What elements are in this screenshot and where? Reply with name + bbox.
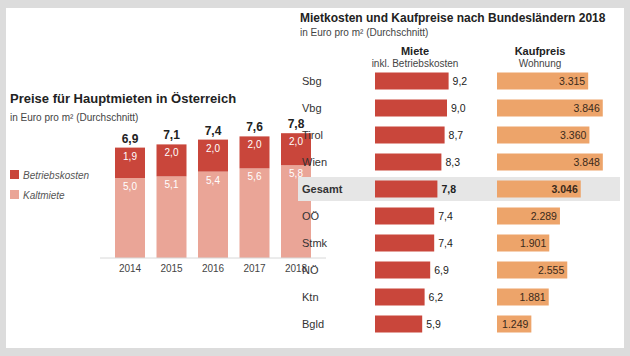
total-label: 7,6 xyxy=(246,120,263,134)
baseline xyxy=(100,258,326,259)
total-label: 7,4 xyxy=(205,124,222,138)
category-label: Vbg xyxy=(302,102,322,114)
data-label: 6,9 xyxy=(434,264,449,276)
plot-area xyxy=(375,73,449,333)
x-tick-label: 2015 xyxy=(160,263,183,274)
bar xyxy=(497,289,549,306)
bar xyxy=(497,181,581,198)
data-label: 5,0 xyxy=(123,181,137,192)
column-header: Kaufpreis xyxy=(515,45,566,57)
category-label: Tirol xyxy=(302,129,323,141)
total-label: 7,1 xyxy=(163,128,180,142)
bar xyxy=(497,262,567,279)
category-label: NÖ xyxy=(302,264,319,276)
title: Mietkosten und Kaufpreise nach Bundeslän… xyxy=(300,11,606,25)
data-label: 7,8 xyxy=(441,183,456,195)
total-label: 6,9 xyxy=(122,132,139,146)
bar xyxy=(375,316,422,333)
bar xyxy=(375,127,445,144)
bar xyxy=(198,172,228,258)
legend-label: Kaltmiete xyxy=(23,190,65,201)
bar xyxy=(375,289,425,306)
data-label: 8,3 xyxy=(445,156,460,168)
bar xyxy=(198,140,228,172)
data-label: 5,4 xyxy=(206,175,220,186)
data-label: 1,9 xyxy=(123,151,137,162)
plot-area xyxy=(497,73,603,333)
data-label: 1.881 xyxy=(519,291,545,303)
data-label: 8,7 xyxy=(449,129,464,141)
data-label: 2,0 xyxy=(206,143,220,154)
column-subheader: Wohnung xyxy=(519,58,562,69)
x-tick-label: 2016 xyxy=(202,263,225,274)
bar xyxy=(240,168,270,258)
data-label: 5,6 xyxy=(248,171,262,182)
x-tick-label: 2017 xyxy=(243,263,266,274)
data-label: 2.555 xyxy=(538,264,564,276)
x-tick-label: 2014 xyxy=(119,263,142,274)
bar xyxy=(497,73,588,90)
data-label: 5,1 xyxy=(165,179,179,190)
bar xyxy=(375,235,434,252)
bar xyxy=(115,148,145,178)
data-label: 7,4 xyxy=(438,210,453,222)
data-label: 2.289 xyxy=(531,210,557,222)
data-label: 3.046 xyxy=(551,183,577,195)
bar xyxy=(240,136,270,168)
bar xyxy=(157,144,187,176)
highlight-band xyxy=(298,177,620,201)
data-label: 5,9 xyxy=(426,318,441,330)
data-label: 2,0 xyxy=(248,139,262,150)
bar xyxy=(375,262,430,279)
bar xyxy=(497,127,589,144)
bar xyxy=(497,100,603,117)
data-label: 7,4 xyxy=(438,237,453,249)
bar xyxy=(375,73,449,90)
bar xyxy=(115,178,145,258)
category-label: OÖ xyxy=(302,210,320,222)
column-subheader: inkl. Betriebskosten xyxy=(372,58,459,69)
category-label: Bgld xyxy=(302,318,324,330)
bar xyxy=(375,181,437,198)
data-label: 6,2 xyxy=(429,291,444,303)
category-label: Wien xyxy=(302,156,327,168)
bar xyxy=(375,208,434,225)
column-header: Miete xyxy=(401,45,429,57)
data-label: 3.360 xyxy=(560,129,586,141)
bar xyxy=(497,235,549,252)
bar xyxy=(375,154,441,171)
data-label: 2,0 xyxy=(165,147,179,158)
data-label: 1.901 xyxy=(520,237,546,249)
legend-swatch xyxy=(10,170,19,179)
bar xyxy=(157,176,187,258)
subtitle: in Euro pro m² (Durchschnitt) xyxy=(10,112,138,123)
data-label: 3.846 xyxy=(573,102,599,114)
data-label: 3.848 xyxy=(574,156,600,168)
bar xyxy=(497,154,603,171)
title: Preise für Hauptmieten in Österreich xyxy=(10,91,236,106)
category-label: Sbg xyxy=(302,75,322,87)
chart-root: Preise für Hauptmieten in Österreich in E… xyxy=(0,0,630,356)
category-label: Ktn xyxy=(302,291,319,303)
legend-swatch xyxy=(10,190,19,199)
legend-label: Betriebskosten xyxy=(23,170,90,181)
bar xyxy=(497,208,560,225)
subtitle: in Euro pro m² (Durchschnitt) xyxy=(300,27,428,38)
panel xyxy=(6,8,624,348)
category-label: Stmk xyxy=(302,237,328,249)
data-label: 3.315 xyxy=(559,75,585,87)
bar xyxy=(375,100,447,117)
bar xyxy=(497,316,531,333)
plot-area xyxy=(115,133,311,258)
data-label: 9,0 xyxy=(451,102,466,114)
data-label: 9,2 xyxy=(453,75,468,87)
data-label: 1.249 xyxy=(502,318,528,330)
category-label: Gesamt xyxy=(302,183,343,195)
